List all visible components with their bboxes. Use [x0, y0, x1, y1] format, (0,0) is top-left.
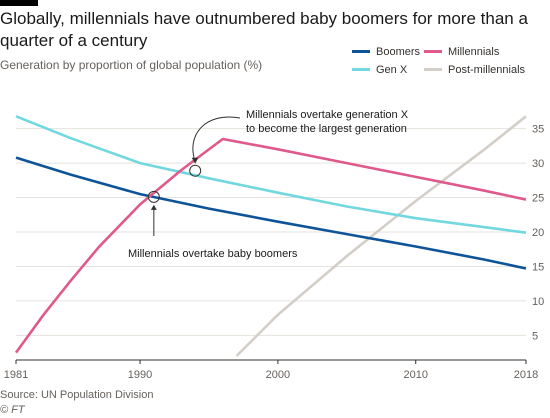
legend-swatch-genx [352, 67, 370, 71]
x-tick-label-2018: 2018 [514, 369, 538, 381]
x-tick-label-2010: 2010 [403, 369, 427, 381]
legend-item-millennials: Millennials [424, 46, 499, 58]
series-line-post-millennials [235, 115, 527, 357]
legend-label-millennials: Millennials [448, 46, 500, 58]
x-tick-label-1981: 1981 [4, 369, 28, 381]
legend-item-post-millennials: Post-millennials [424, 64, 525, 76]
annotation-boomer-overtake: Millennials overtake baby boomers [128, 248, 298, 260]
y-tick-label-15: 15 [532, 261, 544, 273]
legend-item-boomers: Boomers [352, 46, 420, 58]
series-line-boomers [15, 156, 527, 270]
legend-swatch-boomers [352, 49, 370, 53]
chart-title: Globally, millennials have outnumbered b… [0, 9, 528, 50]
marker-genx-crossover [189, 164, 202, 177]
y-tick-label-20: 20 [532, 227, 544, 239]
series-line-millennials [14, 137, 527, 354]
y-tick-label-30: 30 [532, 158, 544, 170]
legend-swatch-post-millennials [424, 67, 442, 71]
series-line-gen-x [15, 115, 527, 234]
credit-note: © FT [0, 404, 25, 416]
y-tick-label-5: 5 [532, 330, 538, 342]
x-tick-label-1990: 1990 [128, 369, 152, 381]
y-tick-label-25: 25 [532, 193, 544, 205]
x-tick-label-2000: 2000 [266, 369, 290, 381]
y-tick-label-35: 35 [532, 124, 544, 136]
y-tick-label-10: 10 [532, 296, 544, 308]
brand-bar [0, 0, 38, 6]
annotation-arrow-genx [192, 116, 241, 162]
annotation-genx-overtake-line-2: to become the largest generation [246, 123, 407, 135]
annotation-genx-overtake-line-1: Millennials overtake generation X [246, 109, 409, 121]
legend-item-genx: Gen X [352, 64, 407, 76]
source-note: Source: UN Population Division [0, 389, 154, 401]
chart-subtitle: Generation by proportion of global popul… [0, 58, 263, 72]
legend-label-boomers: Boomers [376, 46, 421, 58]
legend-label-genx: Gen X [376, 64, 408, 76]
annotation-arrowhead-boomers [150, 204, 157, 210]
legend-label-post-millennials: Post-millennials [448, 64, 526, 76]
annotation-arrowhead-genx [191, 157, 199, 164]
marker-boomer-crossover [147, 190, 160, 203]
legend-swatch-millennials [424, 49, 442, 53]
